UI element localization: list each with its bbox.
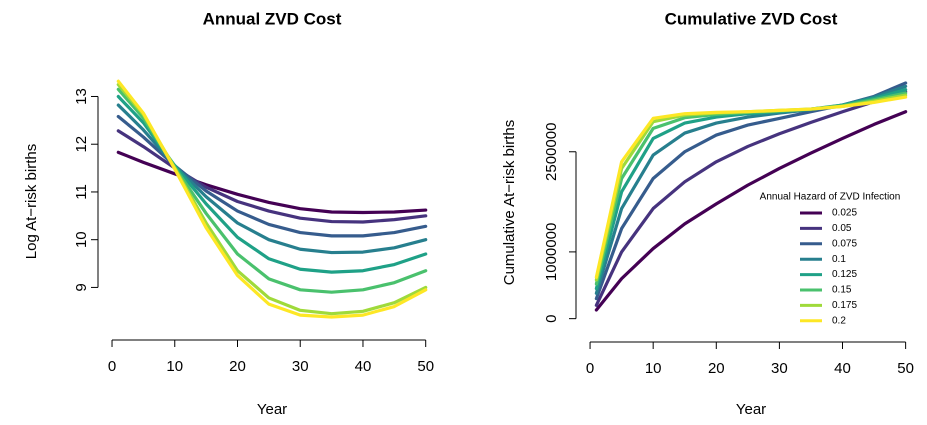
x-axis-label: Year (257, 401, 287, 418)
x-tick-label: 0 (108, 358, 116, 375)
x-tick-label: 30 (771, 360, 788, 377)
chart-title: Cumulative ZVD Cost (665, 9, 838, 28)
series-line (116, 87, 428, 294)
legend-label: 0.2 (832, 315, 846, 326)
legend-label: 0.025 (832, 208, 857, 219)
x-tick-label: 10 (645, 360, 662, 377)
series-line (594, 91, 908, 286)
x-tick-label: 20 (708, 360, 725, 377)
y-tick-label: 9 (73, 283, 90, 291)
legend-label: 0.125 (832, 269, 857, 280)
legend-label: 0.05 (832, 223, 852, 234)
x-tick-label: 50 (897, 360, 914, 377)
y-axis-label: Cumulative At−risk births (501, 120, 518, 285)
x-tick-label: 40 (834, 360, 851, 377)
series-line (594, 110, 908, 312)
series-line (116, 150, 428, 215)
series-line (116, 103, 428, 255)
series-line (594, 90, 908, 307)
series-line (594, 93, 908, 282)
x-tick-label: 30 (292, 358, 309, 375)
series-line (116, 114, 428, 238)
chart-title: Annual ZVD Cost (203, 9, 342, 28)
series-line (116, 129, 428, 224)
x-tick-label: 50 (417, 358, 434, 375)
series-line (116, 79, 428, 319)
legend-label: 0.175 (832, 300, 857, 311)
series-line (594, 84, 908, 295)
legend-label: 0.075 (832, 238, 857, 249)
series-line (116, 94, 428, 274)
series-line (594, 95, 908, 279)
y-tick-label: 2500000 (543, 123, 560, 181)
y-tick-label: 10 (73, 231, 90, 248)
y-tick-label: 13 (73, 88, 90, 105)
x-tick-label: 0 (586, 360, 594, 377)
x-axis-label: Year (736, 401, 766, 418)
y-tick-label: 0 (543, 314, 560, 322)
y-tick-label: 1000000 (543, 223, 560, 281)
y-tick-label: 12 (73, 136, 90, 153)
legend-label: 0.1 (832, 254, 846, 265)
y-axis-label: Log At−risk births (23, 144, 40, 259)
legend-label: 0.15 (832, 285, 852, 296)
x-tick-label: 40 (355, 358, 372, 375)
y-tick-label: 11 (73, 184, 90, 200)
x-tick-label: 10 (166, 358, 183, 375)
legend-title: Annual Hazard of ZVD Infection (760, 192, 901, 203)
x-tick-label: 20 (229, 358, 246, 375)
